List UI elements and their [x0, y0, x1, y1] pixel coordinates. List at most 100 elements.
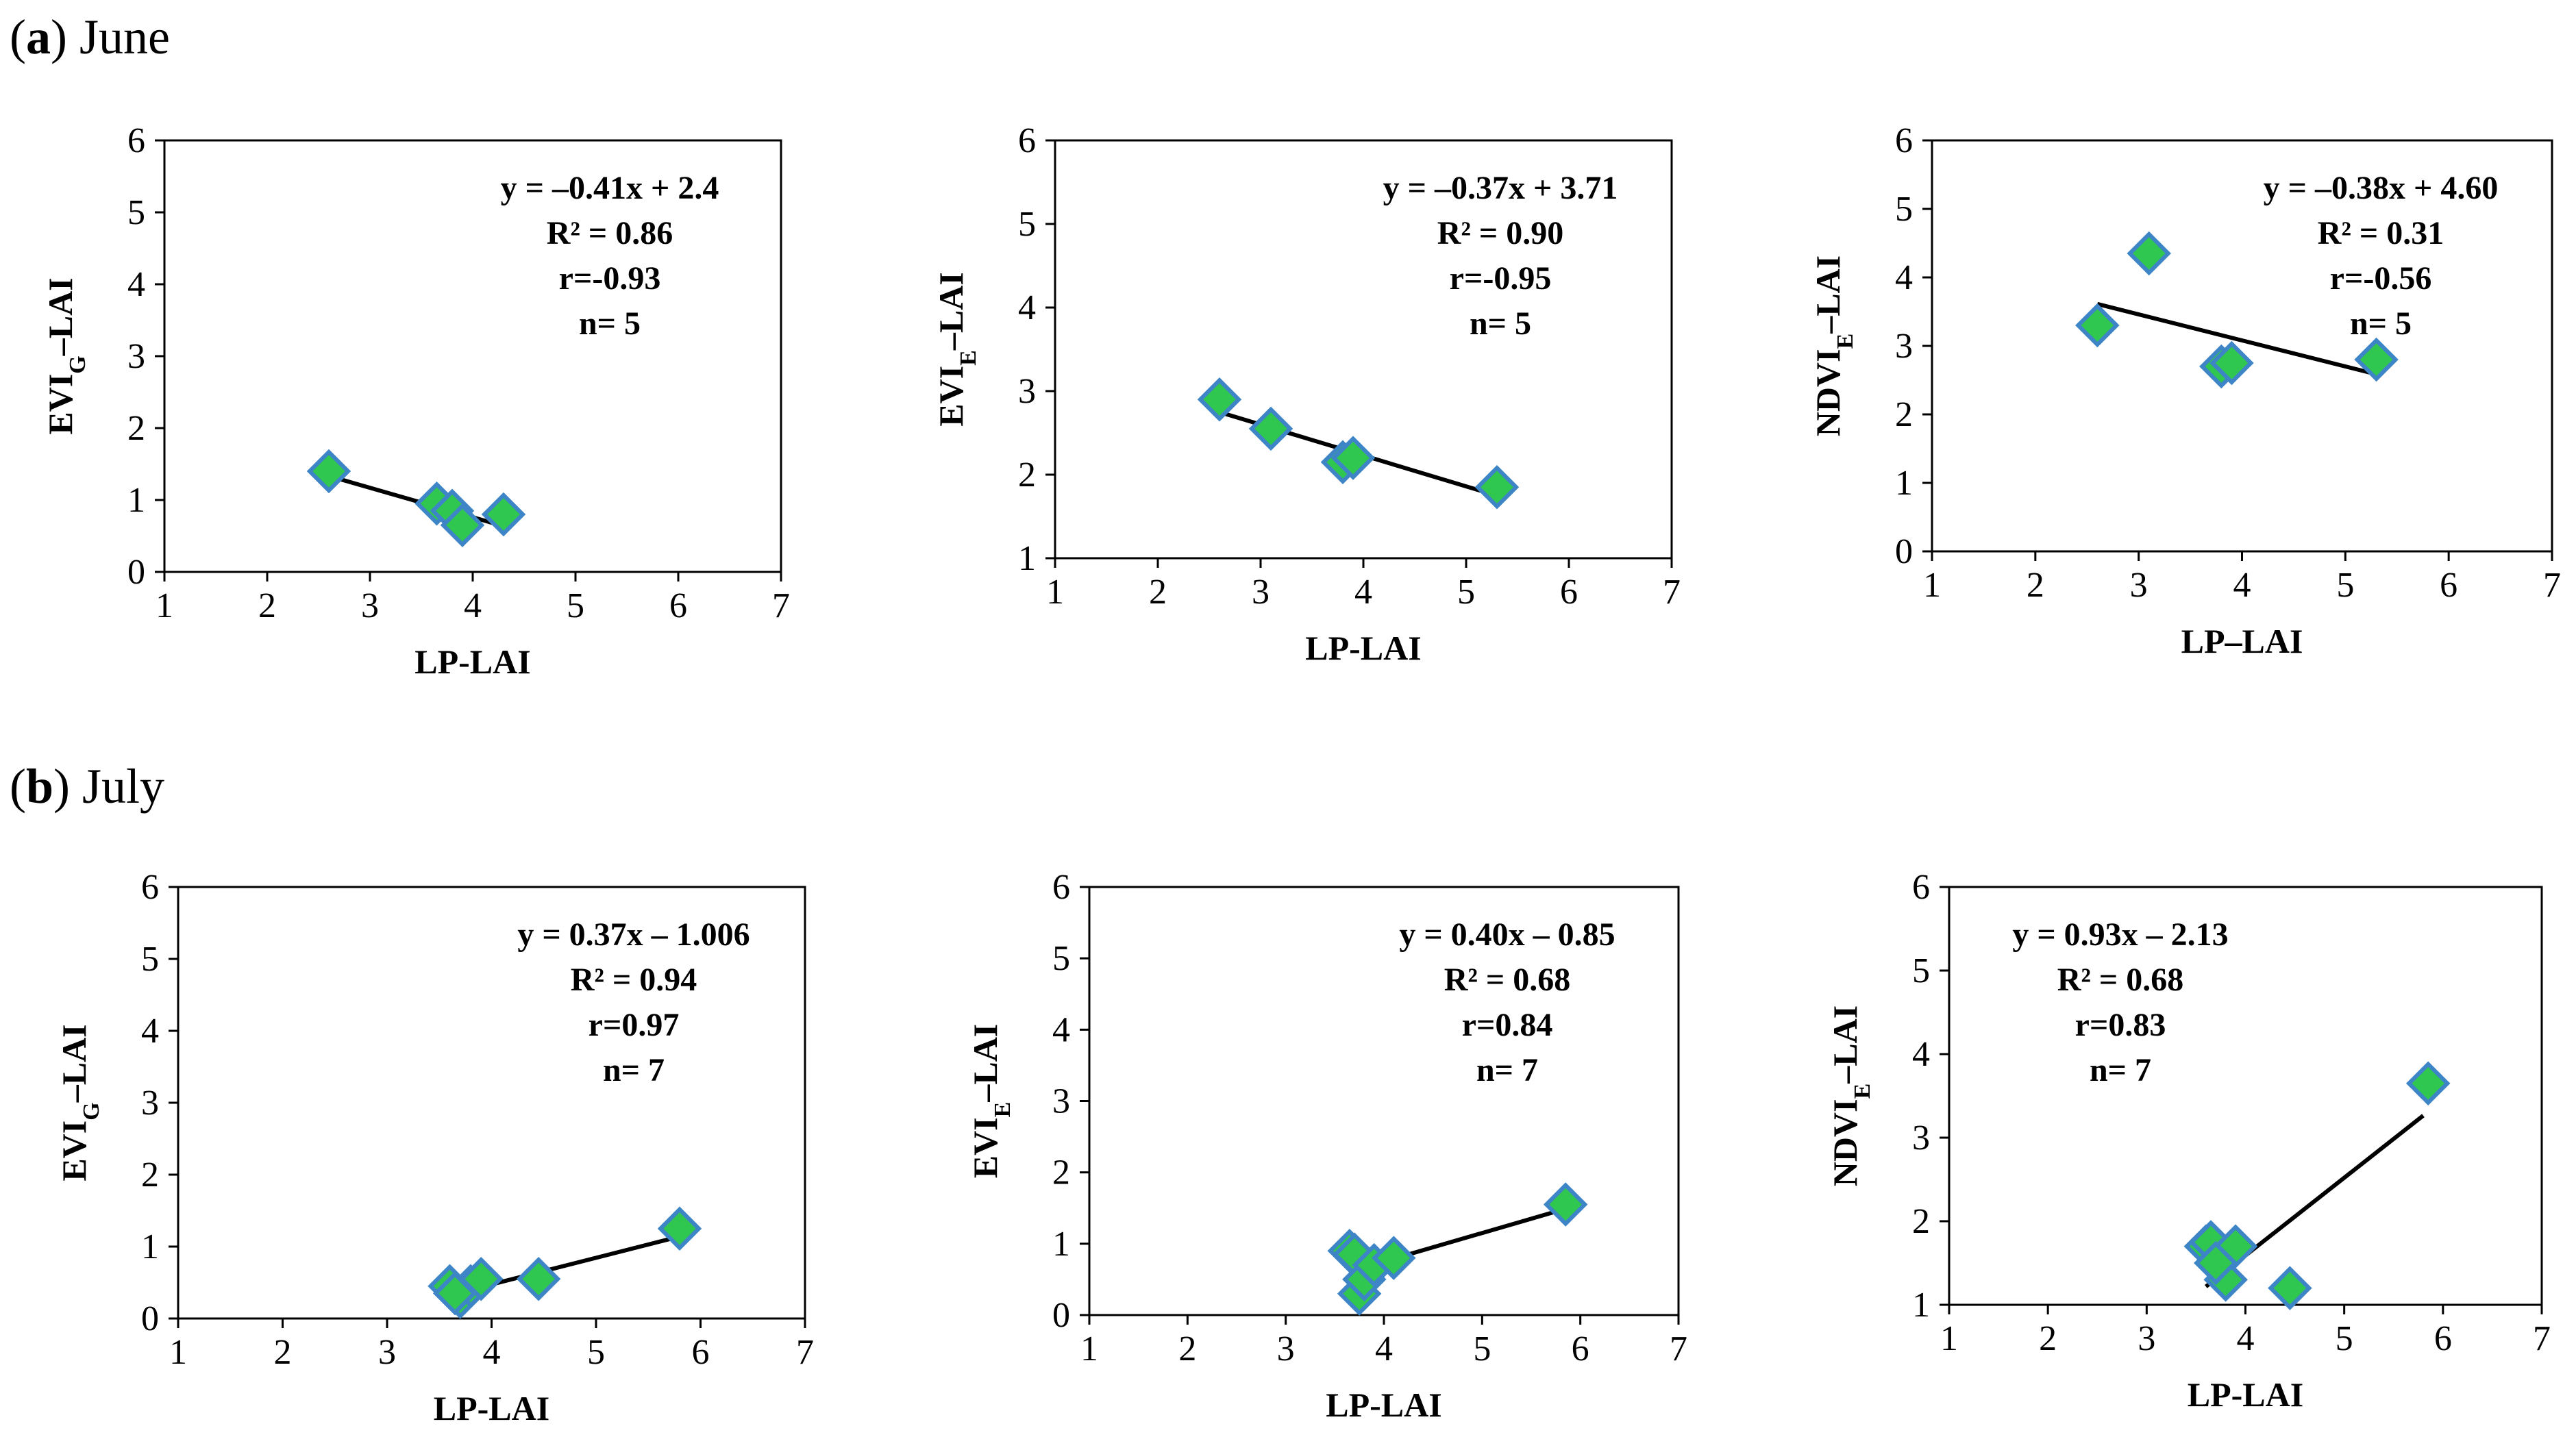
chart-july-ndvie: 1 2 3 4 5 6 7 1 2 3 4 5 6 LP-LAI NDVIE–LAI y = 0.93x – …	[1826, 868, 2551, 1414]
regression-annotation: R² = 0.90	[1437, 215, 1563, 251]
y-tick-label: 4	[1912, 1035, 1930, 1074]
x-axis-title: LP-LAI	[1326, 1386, 1441, 1424]
data-point	[2354, 337, 2399, 382]
y-tick-label: 3	[1018, 372, 1036, 411]
y-tick-label: 3	[1912, 1118, 1930, 1158]
x-tick-label: 1	[1046, 573, 1064, 612]
y-tick-label: 1	[1018, 539, 1036, 578]
y-tick-label: 5	[1052, 939, 1070, 978]
data-point	[2268, 1266, 2312, 1310]
x-tick-label: 7	[1670, 1329, 1687, 1368]
x-tick-label: 4	[464, 586, 482, 625]
regression-annotation: y = 0.37x – 1.006	[517, 916, 750, 953]
y-tick-label: 5	[127, 193, 145, 232]
regression-annotation: n= 7	[2090, 1052, 2151, 1088]
y-tick-label: 2	[127, 409, 145, 448]
section-letter: b	[26, 759, 53, 814]
data-point	[432, 1271, 478, 1316]
x-tick-label: 6	[692, 1333, 710, 1372]
y-tick-label: 1	[141, 1227, 159, 1266]
section-label-june: (a) June	[10, 10, 170, 64]
x-tick-label: 1	[1940, 1319, 1958, 1358]
y-tick-label: 6	[1018, 121, 1036, 160]
x-tick-label: 7	[2543, 566, 2561, 605]
y-tick-label: 2	[1895, 395, 1913, 434]
y-tick-label: 3	[1895, 327, 1913, 366]
regression-annotation: r=0.84	[1462, 1007, 1553, 1043]
y-tick-label: 6	[1912, 868, 1930, 907]
x-tick-label: 2	[2039, 1319, 2057, 1358]
y-tick-label: 0	[127, 553, 145, 592]
x-axis-title: LP-LAI	[1305, 629, 1421, 667]
regression-annotation: r=-0.93	[559, 260, 661, 297]
y-tick-label: 5	[1912, 951, 1930, 990]
x-tick-label: 3	[1277, 1329, 1295, 1368]
y-tick-label: 5	[141, 940, 159, 979]
y-tick-label: 6	[1052, 868, 1070, 907]
y-tick-label: 2	[1018, 455, 1036, 495]
y-axis-title: EVIG–LAI	[41, 277, 90, 434]
y-axis-title: EVIE–LAI	[932, 272, 981, 427]
regression-annotation: r=0.83	[2075, 1007, 2166, 1043]
regression-annotation: r=-0.95	[1450, 260, 1552, 297]
y-tick-label: 2	[1912, 1202, 1930, 1241]
y-tick-label: 5	[1018, 205, 1036, 244]
y-axis-title: NDVIE–LAI	[1809, 255, 1858, 436]
x-axis-title: LP-LAI	[414, 642, 530, 681]
y-tick-label: 5	[1895, 190, 1913, 229]
x-tick-label: 6	[2434, 1319, 2452, 1358]
chart-june-evie: 1 2 3 4 5 6 7 1 2 3 4 5 6 LP-LAI EVIE–LAI y = –0.37x + …	[932, 121, 1681, 667]
regression-annotation: n= 5	[2350, 305, 2412, 342]
x-tick-label: 7	[796, 1333, 814, 1372]
section-label-july: (b) July	[10, 759, 164, 814]
data-point	[1330, 436, 1376, 480]
x-tick-label: 7	[772, 586, 790, 625]
y-tick-label: 1	[1912, 1286, 1930, 1325]
x-tick-label: 4	[1375, 1329, 1393, 1368]
x-tick-label: 1	[156, 586, 173, 625]
y-tick-label: 1	[127, 481, 145, 520]
y-tick-label: 4	[1018, 288, 1036, 327]
x-tick-label: 3	[361, 586, 379, 625]
x-tick-label: 4	[2237, 1319, 2255, 1358]
y-tick-label: 6	[127, 121, 145, 160]
x-tick-label: 3	[2138, 1319, 2155, 1358]
y-tick-label: 3	[141, 1084, 159, 1123]
data-point	[2209, 340, 2254, 386]
x-axis-title: LP-LAI	[434, 1389, 549, 1427]
regression-annotation: y = –0.41x + 2.4	[501, 170, 719, 206]
section-title: July	[82, 759, 164, 814]
y-axis-title: NDVIE–LAI	[1826, 1005, 1875, 1186]
x-tick-label: 5	[2336, 566, 2354, 605]
y-axis-title: EVIG–LAI	[55, 1024, 104, 1181]
data-point	[1543, 1182, 1588, 1227]
y-tick-label: 2	[141, 1155, 159, 1195]
x-tick-label: 7	[2533, 1319, 2551, 1358]
data-point	[1474, 465, 1520, 510]
x-tick-label: 4	[1354, 573, 1372, 612]
y-tick-label: 6	[141, 868, 159, 907]
x-tick-label: 2	[258, 586, 276, 625]
regression-annotation: y = –0.38x + 4.60	[2264, 170, 2499, 206]
regression-annotation: y = 0.93x – 2.13	[2012, 916, 2228, 953]
x-tick-label: 5	[1457, 573, 1475, 612]
regression-annotation: R² = 0.68	[1444, 962, 1570, 998]
y-tick-label: 3	[1052, 1082, 1070, 1121]
y-tick-label: 4	[1895, 258, 1913, 297]
x-tick-label: 5	[1473, 1329, 1491, 1368]
y-tick-label: 0	[1895, 532, 1913, 571]
y-tick-label: 4	[127, 265, 145, 304]
x-tick-label: 6	[669, 586, 687, 625]
x-tick-label: 4	[483, 1333, 501, 1372]
x-tick-label: 3	[1252, 573, 1270, 612]
y-tick-label: 1	[1052, 1225, 1070, 1264]
x-tick-label: 1	[169, 1333, 187, 1372]
y-axis-title: EVIE–LAI	[966, 1024, 1015, 1179]
data-point	[2127, 231, 2171, 276]
x-tick-label: 4	[2233, 566, 2251, 605]
regression-annotation: y = 0.40x – 0.85	[1399, 916, 1615, 953]
x-tick-label: 2	[1149, 573, 1167, 612]
